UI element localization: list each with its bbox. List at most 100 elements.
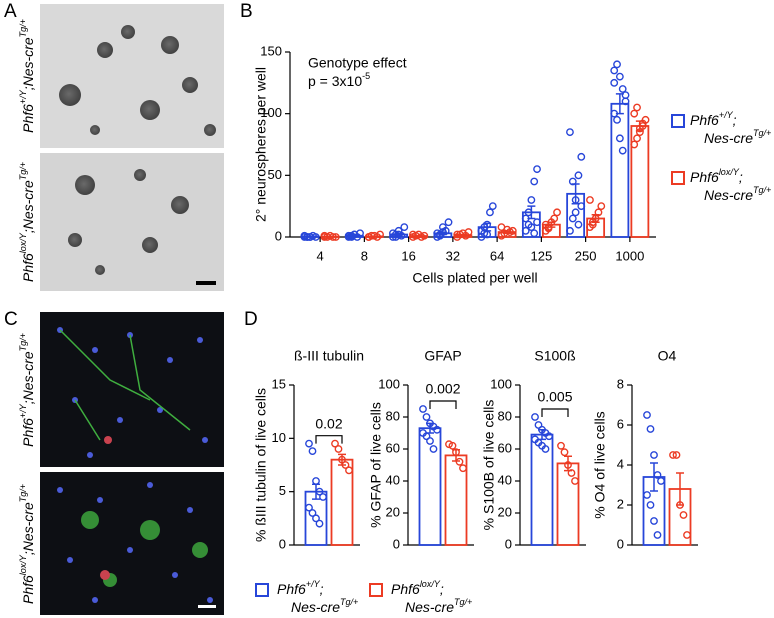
x-tick-label: 125 <box>531 248 553 263</box>
text-part: Nes-cre <box>704 130 753 146</box>
text-part: Nes-cre <box>704 187 753 203</box>
data-point <box>329 233 337 241</box>
data-point <box>306 233 315 241</box>
data-point <box>483 230 492 239</box>
y-tick-label: 5 <box>279 483 286 498</box>
data-point <box>683 531 691 539</box>
x-tick-label: 4 <box>317 248 324 263</box>
y-axis-label: % S100B of live cells <box>481 400 497 531</box>
y-tick-label: 100 <box>260 105 282 120</box>
text-part: ; <box>739 169 743 185</box>
data-point <box>567 469 576 477</box>
y-tick-label: 80 <box>498 408 512 423</box>
image-label: Phf6lox/Y;Nes-creTg/+ <box>18 484 35 604</box>
y-tick-label: 60 <box>386 440 400 455</box>
data-point <box>452 448 460 457</box>
data-point <box>394 230 403 239</box>
data-point <box>527 196 536 204</box>
data-point <box>650 451 658 459</box>
data-point <box>577 152 586 161</box>
y-tick-label: 10 <box>272 430 286 445</box>
data-point <box>633 134 641 143</box>
bar <box>530 433 554 546</box>
data-point <box>586 196 594 204</box>
superscript: Tg/+ <box>18 484 28 502</box>
image-c1 <box>40 312 224 467</box>
superscript: -5 <box>362 71 370 81</box>
data-point <box>571 196 580 204</box>
bar <box>444 454 468 546</box>
data-point <box>550 214 559 223</box>
y-tick-label: 20 <box>386 504 400 519</box>
data-point <box>610 109 619 118</box>
data-point <box>303 233 312 241</box>
y-tick-label: 40 <box>498 472 512 487</box>
data-point <box>527 223 536 232</box>
data-point <box>420 231 429 240</box>
significance-bracket <box>541 408 569 417</box>
error-bar <box>650 462 658 492</box>
data-point <box>497 223 506 232</box>
data-point <box>646 501 655 509</box>
data-point <box>577 202 586 211</box>
data-point <box>560 448 569 457</box>
text-part: p = 3x10 <box>308 73 362 89</box>
data-point <box>455 457 464 466</box>
image-a2 <box>40 153 224 291</box>
x-tick-label: 32 <box>446 248 460 263</box>
data-point <box>566 226 574 235</box>
legend-label: Nes-creTg/+ <box>704 128 771 145</box>
data-point <box>676 501 684 509</box>
text-part: ;Nes-cre <box>20 502 36 555</box>
text-part: Phf6 <box>20 418 36 447</box>
data-point <box>453 230 462 239</box>
x-tick-label: 1000 <box>615 248 644 263</box>
data-point <box>448 441 457 450</box>
p-value: 0.002 <box>425 381 460 397</box>
data-point <box>533 218 541 227</box>
bar <box>556 462 580 546</box>
text-part: ;Nes-cre <box>20 37 36 90</box>
data-point <box>444 218 453 227</box>
image-a1 <box>40 4 224 148</box>
data-point <box>508 226 517 235</box>
data-point <box>557 441 565 450</box>
data-point <box>564 461 572 469</box>
text-part: Nes-cre <box>291 599 340 615</box>
legend-label: Phf6lox/Y; <box>690 167 743 184</box>
superscript: +/Y <box>719 110 734 120</box>
data-point <box>544 224 553 233</box>
data-point <box>613 115 621 124</box>
annotation: Genotype effect <box>308 55 407 71</box>
data-point <box>597 202 606 211</box>
superscript: +/Y <box>18 89 28 104</box>
data-point <box>345 466 353 475</box>
data-point <box>638 119 647 128</box>
data-point <box>621 91 630 100</box>
text-part: ; <box>320 581 324 597</box>
x-tick-label: 64 <box>490 248 504 263</box>
y-tick-label: 20 <box>498 504 512 519</box>
legend-swatch <box>255 583 269 597</box>
x-tick-label: 16 <box>401 248 415 263</box>
data-point <box>553 208 561 217</box>
data-point <box>672 451 681 459</box>
x-axis-label: Cells plated per well <box>412 270 537 286</box>
data-point <box>635 128 644 137</box>
data-point <box>610 78 619 87</box>
data-point <box>530 177 539 186</box>
bar <box>630 125 650 238</box>
data-point <box>438 228 447 236</box>
legend-swatch <box>369 583 383 597</box>
data-point <box>315 519 324 528</box>
data-point <box>594 208 603 217</box>
superscript: lox/Y <box>18 232 28 253</box>
y-tick-label: 0 <box>393 536 400 551</box>
bar <box>418 427 442 546</box>
data-point <box>338 455 346 464</box>
data-point <box>618 85 627 93</box>
panel-letter: D <box>244 309 258 330</box>
legend-label: Nes-creTg/+ <box>704 185 771 202</box>
data-point <box>429 445 438 453</box>
